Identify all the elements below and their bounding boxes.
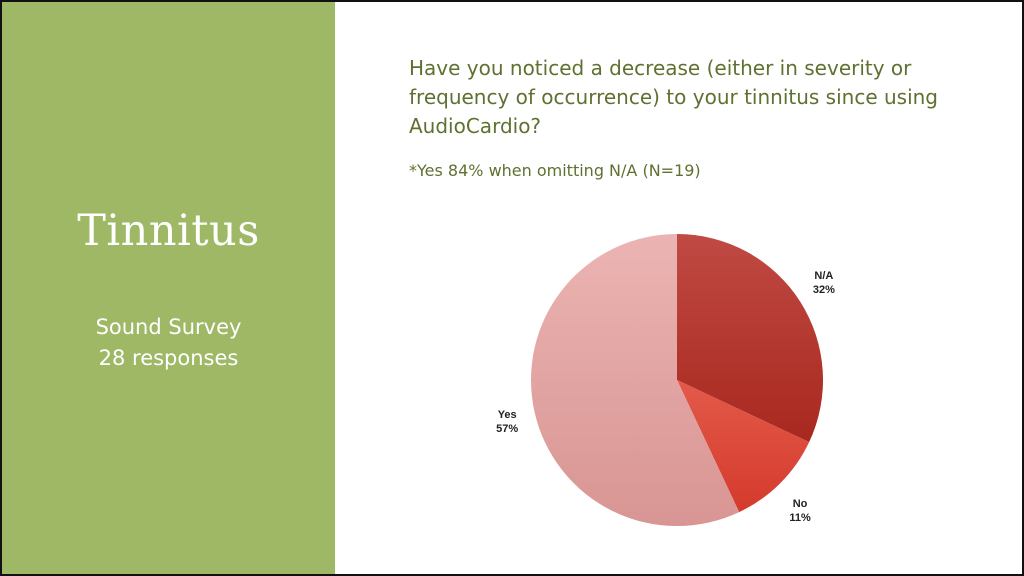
- pie-label-percent: 11%: [789, 512, 811, 524]
- pie-label-percent: 57%: [496, 423, 518, 435]
- left-panel: Tinnitus Sound Survey 28 responses: [2, 2, 335, 574]
- pie-label-name: No: [793, 498, 808, 510]
- pie-chart: N/A 32% No 11% Yes 57%: [496, 234, 835, 526]
- footnote: *Yes 84% when omitting N/A (N=19): [409, 161, 701, 180]
- subtitle-survey-name: Sound Survey: [95, 315, 242, 339]
- pie-slice-na: [677, 234, 823, 443]
- pie-labels: N/A 32% No 11% Yes 57%: [496, 270, 835, 524]
- pie-slice-yes: [530, 234, 740, 526]
- slide-title: Tinnitus: [77, 206, 260, 256]
- pie-slices: [530, 234, 823, 526]
- pie-label-percent: 32%: [813, 284, 835, 296]
- survey-question: Have you noticed a decrease (either in s…: [409, 56, 939, 138]
- pie-label-name: N/A: [814, 270, 833, 282]
- pie-label-name: Yes: [498, 409, 517, 421]
- slide-subtitle: Sound Survey 28 responses: [2, 312, 335, 374]
- subtitle-response-count: 28 responses: [98, 346, 239, 370]
- pie-slice-no: [677, 380, 810, 513]
